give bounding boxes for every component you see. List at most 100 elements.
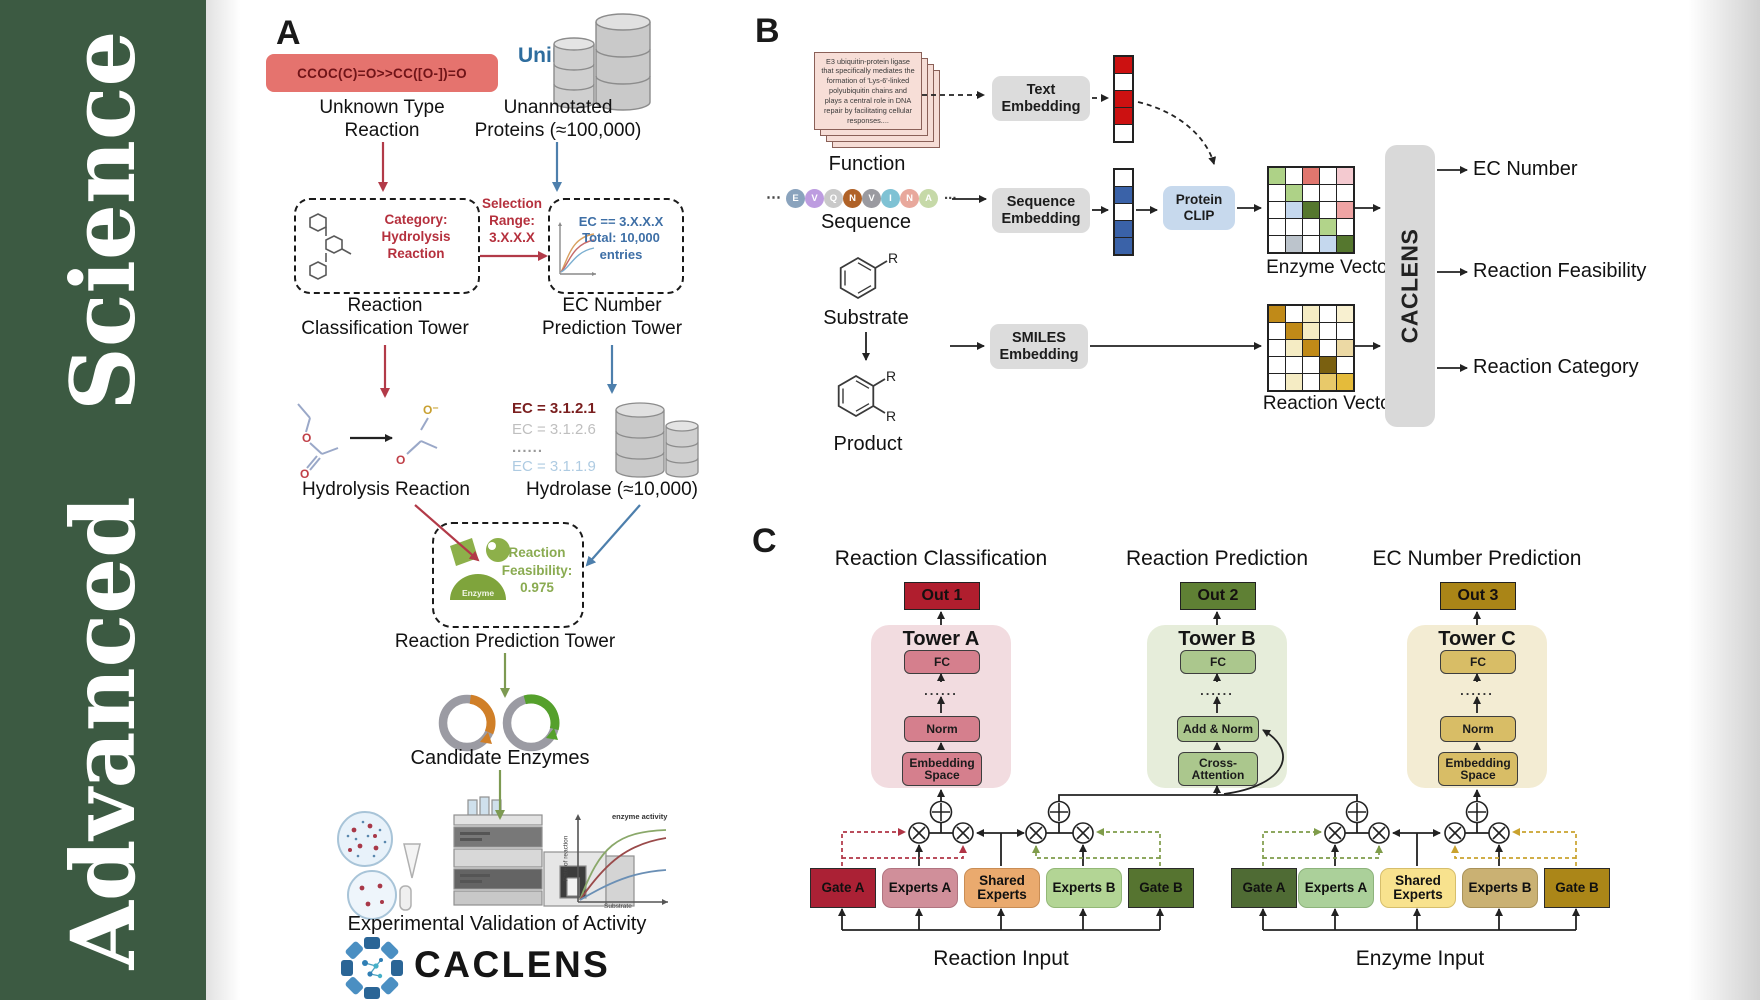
journal-title: Advanced Science	[51, 30, 155, 970]
caclens-logo-icon	[341, 937, 403, 999]
tower-c-fc: FC	[1440, 650, 1516, 674]
sequence-embedding-box: Sequence Embedding	[992, 188, 1090, 233]
substrate-molecule-icon	[839, 256, 888, 300]
reaction-prediction-tower-caption: Reaction Prediction Tower	[394, 631, 616, 652]
candidate-enzymes-caption: Candidate Enzymes	[410, 747, 590, 769]
tower-b-name: Tower B	[1178, 628, 1256, 650]
category-text: Category: Hydrolysis Reaction	[381, 212, 451, 261]
hydrolysis-molecules-icon: O O O⁻ O	[297, 403, 439, 480]
sequence-caption: Sequence	[820, 211, 912, 233]
protein-clip-box: Protein CLIP	[1163, 186, 1235, 230]
feasibility-dashed-box	[432, 522, 584, 628]
activity-plot-title: enzyme activity	[612, 812, 668, 821]
group2-experts-b: Experts B	[1462, 868, 1538, 908]
tower-c-norm: Norm	[1440, 716, 1516, 742]
svg-text:O⁻: O⁻	[423, 403, 439, 417]
smiles-string: CCOC(C)=O>>CC([O-])=O	[297, 65, 467, 81]
panel-b-label: B	[755, 12, 780, 50]
tower-c-dots: ......	[1460, 683, 1494, 698]
out2-box: Out 2	[1180, 582, 1256, 610]
enzyme-badge-label: Enzyme	[461, 588, 495, 598]
ec-item-1: EC = 3.1.2.1	[512, 400, 596, 417]
col2-title: Reaction Prediction	[1125, 547, 1309, 570]
residue-circle: V	[862, 189, 881, 208]
caclens-block-label: CACLENS	[1396, 228, 1423, 344]
group2-gate-a: Gate A	[1231, 868, 1297, 908]
selection-range-text: Selection Range: 3.X.X.X	[481, 196, 543, 245]
group1-experts-a: Experts A	[882, 868, 958, 908]
group1-input-label: Reaction Input	[933, 947, 1069, 970]
residue-circle: A	[919, 189, 938, 208]
tower-c-embedding: Embedding Space	[1438, 752, 1518, 786]
tower-b-addnorm: Add & Norm	[1177, 716, 1259, 742]
ec-item-2: EC = 3.1.2.6	[512, 421, 596, 438]
group1-experts-b: Experts B	[1046, 868, 1122, 908]
page-left-shadow	[206, 0, 240, 1000]
tower-a-norm: Norm	[904, 716, 980, 742]
tower-a-embedding: Embedding Space	[902, 752, 982, 786]
tower-c-name: Tower C	[1438, 628, 1516, 650]
smiles-reaction-box: CCOC(C)=O>>CC([O-])=O	[266, 54, 498, 92]
group1-gate-b: Gate B	[1128, 868, 1194, 908]
ec-item-3: ......	[512, 439, 544, 456]
feasibility-text: Reaction Feasibility: 0.975	[501, 545, 573, 596]
hydrolase-database-icon	[615, 402, 699, 478]
smiles-embedding-box: SMILES Embedding	[990, 324, 1088, 369]
group2-input-label: Enzyme Input	[1355, 947, 1485, 970]
output-ec-number: EC Number	[1473, 158, 1578, 180]
panel-c-label: C	[752, 522, 777, 560]
output-reaction-category: Reaction Category	[1473, 356, 1639, 378]
unannotated-caption: Unannotated Proteins (≈100,000)	[474, 97, 642, 142]
residue-circle: Q	[824, 189, 843, 208]
unknown-type-caption: Unknown Type Reaction	[319, 97, 445, 142]
enzyme-vector-caption: Enzyme Vector	[1266, 257, 1394, 278]
category-dashed-box	[294, 198, 480, 294]
substrate-caption: Substrate	[823, 307, 909, 329]
add-nodes	[929, 800, 1489, 824]
tower-a-dots: ......	[924, 683, 958, 698]
residue-circle: I	[881, 189, 900, 208]
hydrolysis-caption: Hydrolysis Reaction	[302, 479, 470, 500]
product-caption: Product	[833, 433, 903, 455]
residue-circle: E	[786, 189, 805, 208]
sequence-embedding-vector	[1113, 168, 1134, 256]
mini-curves-icon	[558, 222, 596, 276]
validation-caption: Experimental Validation of Activity	[347, 913, 647, 935]
residue-circle: N	[843, 189, 862, 208]
sequence-ellipsis-left: ⋯	[766, 189, 781, 206]
sequence-ellipsis-right: ...	[944, 186, 957, 203]
tower-a-name: Tower A	[902, 628, 980, 650]
reaction-vector-caption: Reaction Vector	[1262, 393, 1398, 414]
tower-a-fc: FC	[904, 650, 980, 674]
svg-text:O: O	[300, 467, 309, 480]
svg-text:O: O	[396, 453, 405, 467]
protein-database-icon	[553, 13, 651, 111]
output-reaction-feasibility: Reaction Feasibility	[1473, 260, 1647, 282]
group1-shared-experts: Shared Experts	[964, 868, 1040, 908]
group2-shared-experts: Shared Experts	[1380, 868, 1456, 908]
activity-plot-ylabel: Rate of reaction	[562, 835, 570, 882]
residue-circle: V	[805, 189, 824, 208]
product-r1-label: R	[886, 368, 897, 384]
hydrolase-caption: Hydrolase (≈10,000)	[525, 479, 698, 500]
ec-filter-dashed-box	[548, 198, 684, 294]
classification-tower-caption: Reaction Classification Tower	[301, 295, 469, 340]
out1-box: Out 1	[904, 582, 980, 610]
function-caption: Function	[828, 153, 906, 175]
svg-text:O: O	[302, 431, 311, 445]
panel-a-label: A	[276, 14, 301, 52]
multiply-nodes	[908, 822, 1510, 844]
plasmid-icons	[438, 694, 560, 752]
col3-title: EC Number Prediction	[1372, 547, 1582, 570]
ec-filter-text: EC == 3.X.X.X Total: 10,000 entries	[578, 214, 664, 262]
col1-title: Reaction Classification	[834, 547, 1048, 570]
product-molecule-icon	[837, 374, 886, 418]
group2-experts-a: Experts A	[1298, 868, 1374, 908]
residue-circle: N	[900, 189, 919, 208]
page-right-shadow	[1688, 0, 1760, 1000]
journal-sidebar: Advanced Science	[0, 0, 206, 1000]
caclens-block: CACLENS	[1385, 145, 1435, 427]
